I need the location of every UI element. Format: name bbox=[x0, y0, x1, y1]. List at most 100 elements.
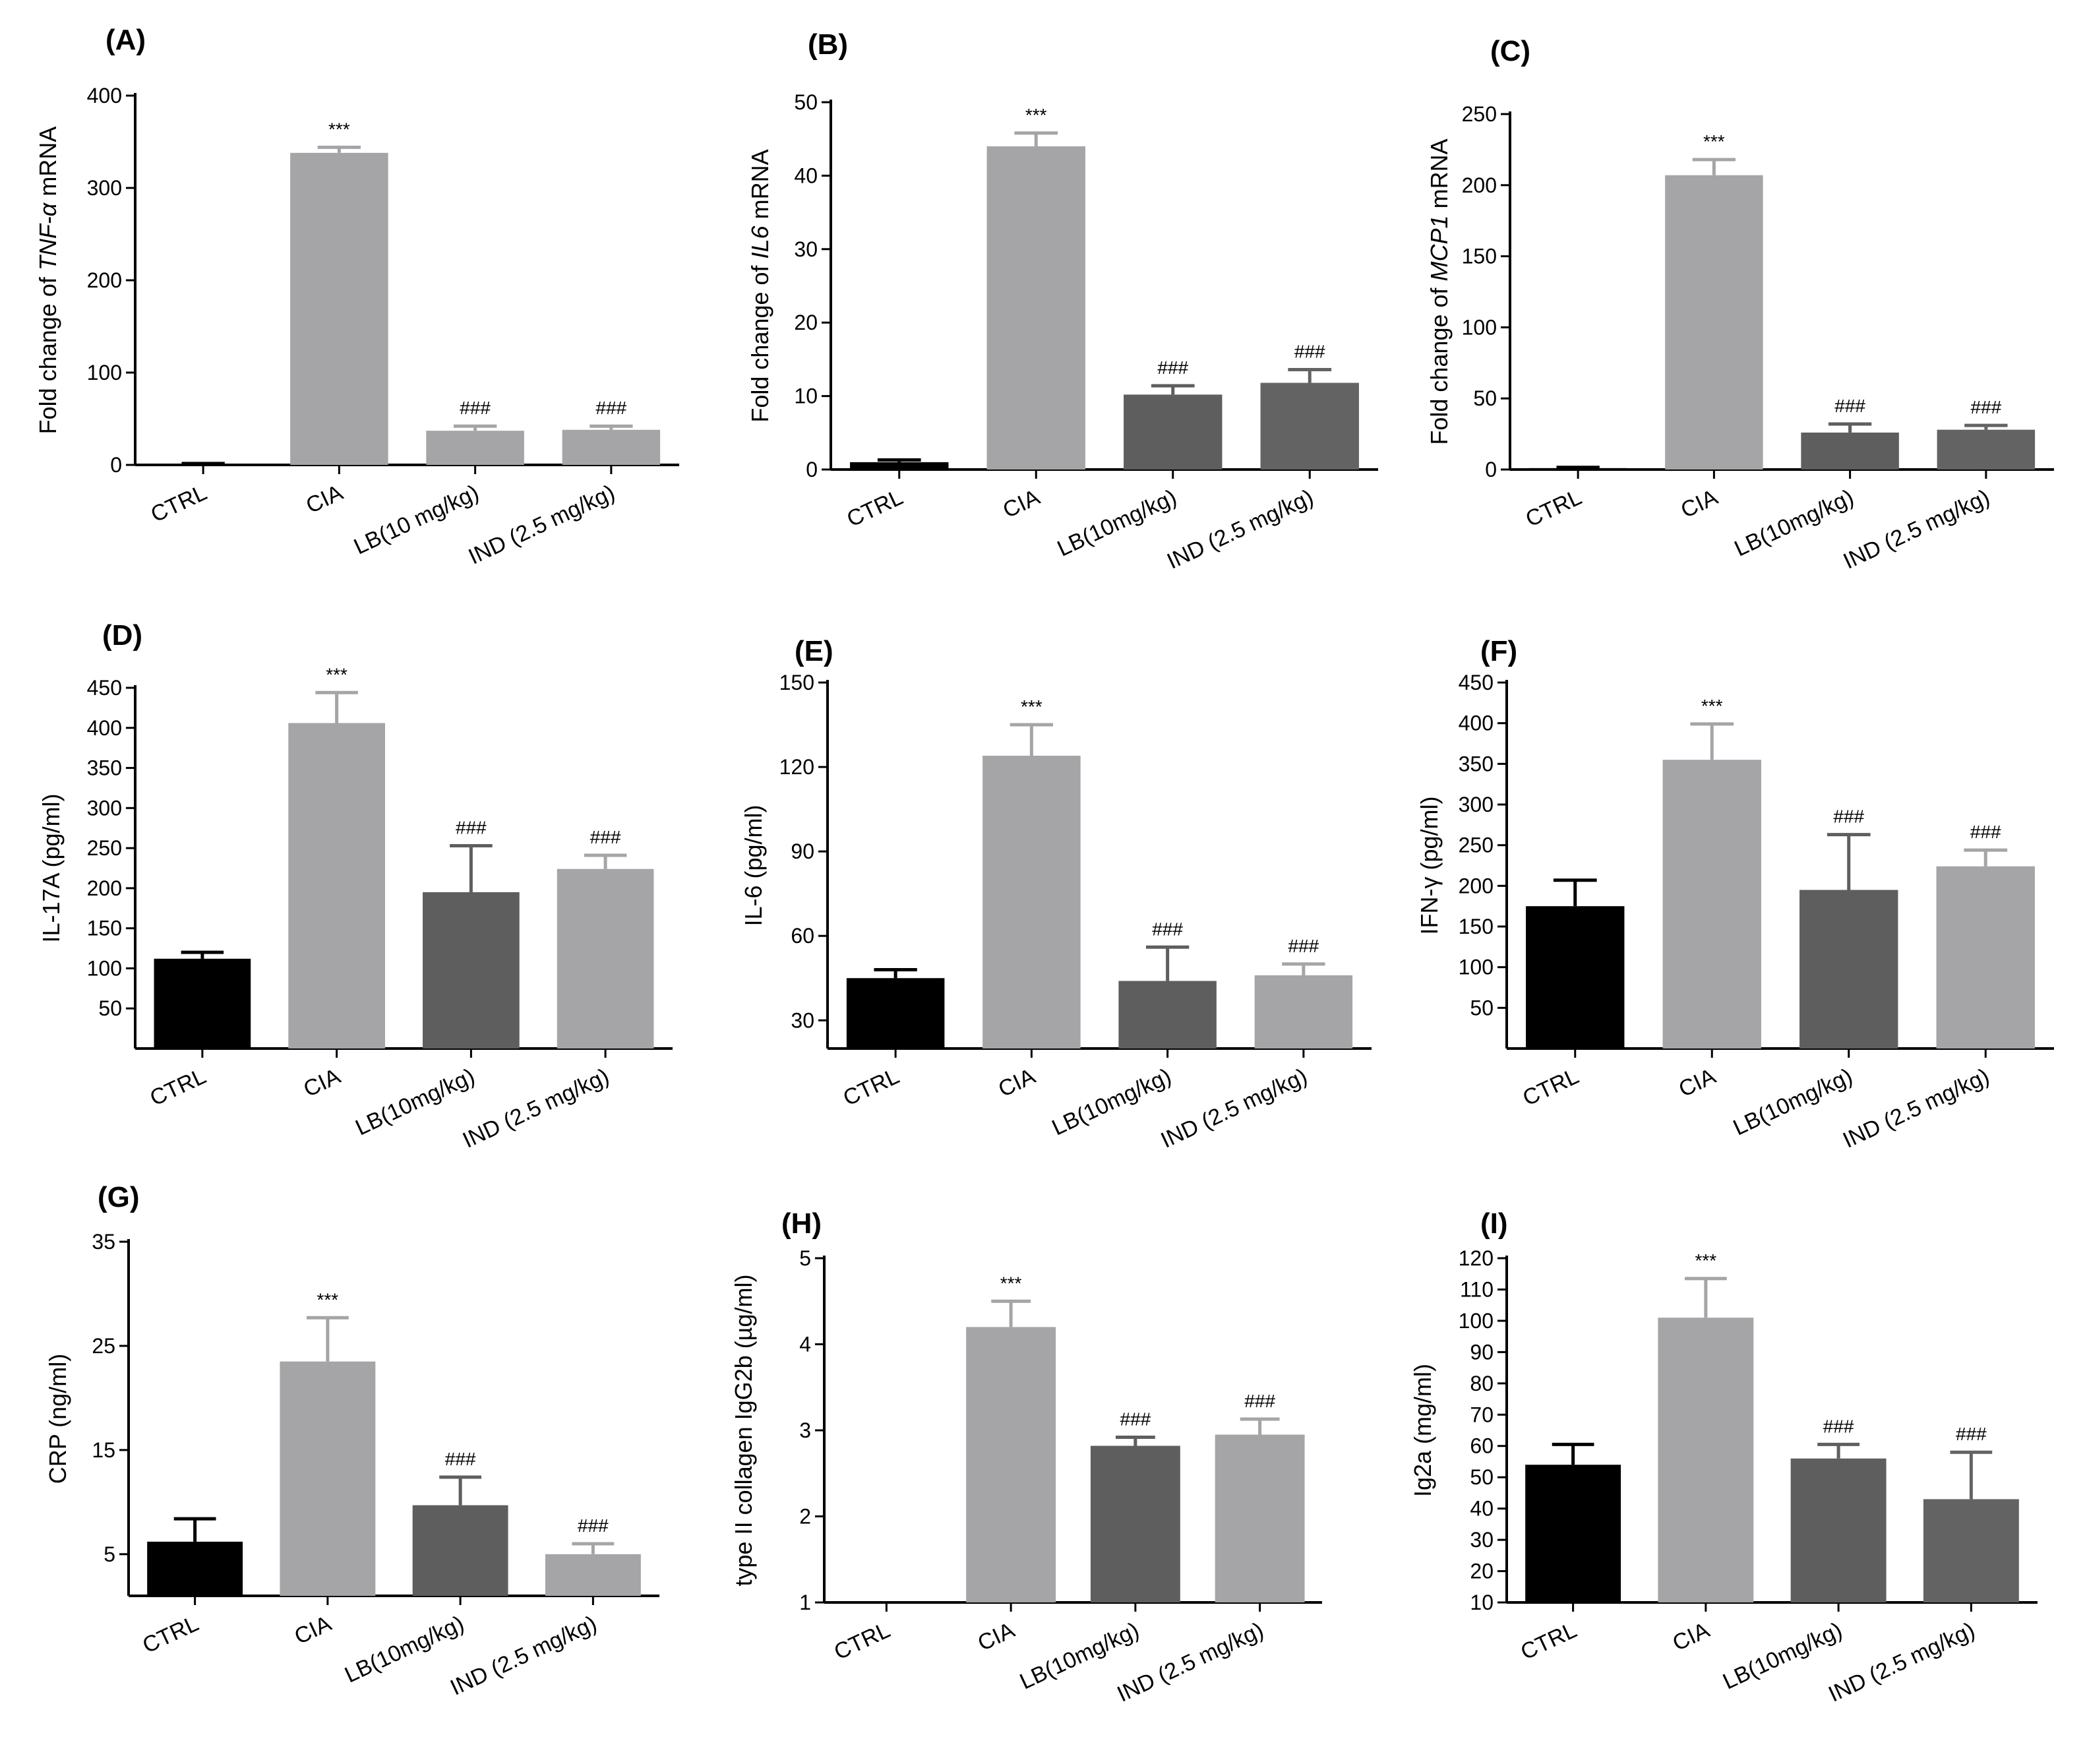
significance-label: ### bbox=[1120, 1409, 1151, 1429]
panel-b: (B) 0 10 20 30 40 50 CTRL *** CIA ### LB(10mg/kg) #… bbox=[746, 28, 1378, 574]
bar bbox=[986, 146, 1085, 470]
category-label: LB(10mg/kg) bbox=[1048, 1064, 1175, 1141]
significance-label: ### bbox=[1294, 341, 1325, 361]
panel-label: (F) bbox=[1480, 635, 1517, 667]
significance-label: ### bbox=[578, 1515, 609, 1536]
y-axis-title-part: IL-6 (pg/ml) bbox=[740, 805, 767, 926]
panel-d: (D) 50 100 150 200 250 300 350 400 450 CTRL *** CIA… bbox=[38, 619, 673, 1153]
y-axis-title: CRP (ng/ml) bbox=[44, 1354, 71, 1484]
bar bbox=[1525, 1465, 1621, 1602]
bar bbox=[1923, 1499, 2019, 1602]
significance-label: *** bbox=[328, 119, 350, 139]
y-tick-label: 40 bbox=[1470, 1497, 1494, 1521]
significance-label: ### bbox=[596, 398, 627, 418]
y-tick-label: 250 bbox=[1459, 834, 1494, 857]
bar bbox=[1662, 760, 1761, 1049]
y-tick-label: 100 bbox=[87, 956, 122, 980]
bar bbox=[850, 462, 949, 470]
significance-label: ### bbox=[1152, 919, 1183, 939]
bar bbox=[1937, 429, 2036, 470]
plot-area: 10 20 30 40 50 60 70 80 90 100 110 120 CTRL *** CIA ###… bbox=[1409, 1246, 2038, 1707]
panel-e: (E) 30 60 90 120 150 CTRL *** CIA ### LB(10mg/kg)… bbox=[740, 635, 1372, 1153]
y-axis-title-part: type II collagen IgG2b (µg/ml) bbox=[730, 1275, 757, 1587]
panel-g: (G) 5152535CTRL***CIA###LB(10mg/kg)###IN… bbox=[44, 1181, 659, 1701]
y-tick-label: 5 bbox=[104, 1542, 115, 1566]
significance-label: ### bbox=[1157, 357, 1188, 378]
bar bbox=[426, 431, 524, 465]
y-tick-label: 3 bbox=[799, 1418, 811, 1442]
significance-label: ### bbox=[456, 817, 487, 837]
y-tick-label: 1 bbox=[799, 1591, 811, 1614]
significance-label: *** bbox=[326, 664, 348, 684]
bar bbox=[154, 958, 251, 1049]
y-axis-title: Fold change of IL6 mRNA bbox=[746, 149, 773, 422]
y-tick-label: 50 bbox=[98, 996, 122, 1020]
bar bbox=[1936, 866, 2035, 1049]
bar bbox=[1215, 1434, 1305, 1602]
significance-label: ### bbox=[1833, 806, 1864, 827]
y-axis-title: type II collagen IgG2b (µg/ml) bbox=[730, 1275, 757, 1587]
category-label: LB(10mg/kg) bbox=[351, 1064, 478, 1141]
bar bbox=[147, 1541, 243, 1596]
category-label: CTRL bbox=[138, 1611, 202, 1658]
y-axis-title-part: mRNA bbox=[746, 149, 773, 226]
category-label: IND (2.5 mg/kg) bbox=[1840, 485, 1994, 574]
y-tick-label: 200 bbox=[1462, 173, 1497, 197]
category-label: IND (2.5 mg/kg) bbox=[1157, 1064, 1312, 1153]
significance-label: *** bbox=[1703, 131, 1725, 152]
category-label: CIA bbox=[1677, 485, 1722, 524]
y-tick-label: 10 bbox=[794, 384, 818, 408]
panel-a: (A) 0 100 200 300 400 CTRL *** CIA ### LB(10 mg/k… bbox=[34, 24, 679, 570]
significance-label: *** bbox=[1025, 105, 1047, 125]
bar bbox=[1118, 981, 1217, 1049]
bar bbox=[1799, 890, 1898, 1049]
y-tick-label: 80 bbox=[1470, 1372, 1494, 1395]
y-tick-label: 50 bbox=[1470, 996, 1494, 1019]
bar bbox=[1254, 975, 1353, 1049]
bar bbox=[1790, 1458, 1887, 1602]
y-tick-label: 15 bbox=[92, 1438, 115, 1462]
y-axis-title: IL-17A (pg/ml) bbox=[38, 793, 65, 942]
y-axis-title: Fold change of MCP1 mRNA bbox=[1426, 138, 1453, 444]
category-label: CIA bbox=[994, 1064, 1039, 1103]
category-label: LB(10mg/kg) bbox=[1054, 485, 1180, 562]
significance-label: *** bbox=[1021, 696, 1042, 717]
y-axis-title-part: IFN-γ (pg/ml) bbox=[1416, 797, 1443, 935]
category-label: CTRL bbox=[147, 480, 211, 528]
bar bbox=[545, 1554, 641, 1596]
y-tick-label: 25 bbox=[92, 1334, 115, 1358]
y-axis-title-part: IL6 bbox=[746, 225, 773, 259]
y-axis-title-part: Fold change of bbox=[1426, 281, 1453, 444]
y-tick-label: 150 bbox=[779, 671, 814, 694]
y-tick-label: 100 bbox=[1462, 315, 1497, 339]
y-tick-label: 0 bbox=[806, 458, 818, 481]
y-tick-label: 30 bbox=[794, 237, 818, 261]
significance-label: ### bbox=[1823, 1416, 1854, 1436]
y-axis-title: Fold change of TNF-α mRNA bbox=[34, 127, 61, 435]
category-label: IND (2.5 mg/kg) bbox=[465, 480, 619, 570]
bar bbox=[982, 756, 1081, 1049]
y-tick-label: 60 bbox=[1470, 1434, 1494, 1458]
category-label: CIA bbox=[1675, 1064, 1720, 1103]
y-axis-title: Ig2a (mg/ml) bbox=[1409, 1364, 1436, 1497]
y-tick-label: 200 bbox=[1459, 874, 1494, 897]
panel-label: (A) bbox=[106, 24, 146, 56]
significance-label: ### bbox=[1244, 1391, 1275, 1411]
y-tick-label: 20 bbox=[1470, 1560, 1494, 1583]
category-label: IND (2.5 mg/kg) bbox=[1825, 1618, 1979, 1707]
y-tick-label: 450 bbox=[87, 676, 122, 700]
category-label: LB(10mg/kg) bbox=[1731, 485, 1858, 562]
y-tick-label: 400 bbox=[1459, 712, 1494, 735]
panel-label: (C) bbox=[1490, 35, 1530, 67]
y-tick-label: 350 bbox=[87, 756, 122, 780]
panel-label: (H) bbox=[781, 1207, 822, 1240]
bar bbox=[1090, 1445, 1180, 1602]
plot-area: 0 100 200 300 400 CTRL *** CIA ### LB(10 mg/kg) ##… bbox=[34, 84, 679, 570]
y-tick-label: 100 bbox=[1459, 1309, 1494, 1333]
y-tick-label: 40 bbox=[794, 164, 818, 187]
category-label: IND (2.5 mg/kg) bbox=[459, 1064, 613, 1153]
bar bbox=[1260, 382, 1359, 470]
y-tick-label: 200 bbox=[87, 876, 122, 900]
